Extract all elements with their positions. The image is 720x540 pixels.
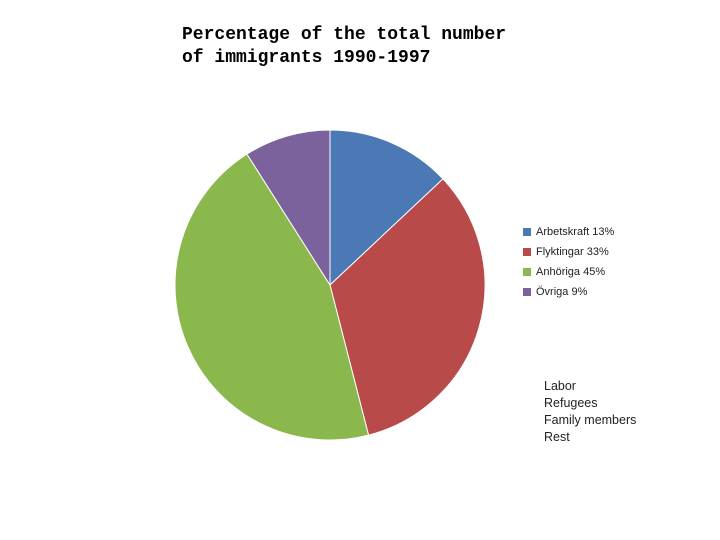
legend: Arbetskraft 13% Flyktingar 33% Anhöriga 45… — [523, 226, 614, 306]
legend-item: Övriga 9% — [523, 286, 614, 298]
pie-chart-svg — [175, 130, 485, 440]
translation-line: Rest — [544, 429, 636, 446]
legend-item: Arbetskraft 13% — [523, 226, 614, 238]
chart-title: Percentage of the total number of immigr… — [182, 24, 506, 69]
translation-line: Refugees — [544, 395, 636, 412]
translation-line: Labor — [544, 378, 636, 395]
legend-label: Anhöriga 45% — [536, 266, 605, 278]
legend-label: Övriga 9% — [536, 286, 587, 298]
legend-label: Flyktingar 33% — [536, 246, 609, 258]
legend-item: Anhöriga 45% — [523, 266, 614, 278]
legend-swatch — [523, 228, 531, 236]
title-line-2: of immigrants 1990-1997 — [182, 48, 430, 68]
legend-swatch — [523, 248, 531, 256]
legend-label: Arbetskraft 13% — [536, 226, 614, 238]
pie-chart — [175, 130, 485, 440]
title-line-1: Percentage of the total number — [182, 25, 506, 45]
translation-list: LaborRefugeesFamily membersRest — [544, 378, 636, 446]
legend-swatch — [523, 268, 531, 276]
legend-swatch — [523, 288, 531, 296]
legend-item: Flyktingar 33% — [523, 246, 614, 258]
translation-line: Family members — [544, 412, 636, 429]
